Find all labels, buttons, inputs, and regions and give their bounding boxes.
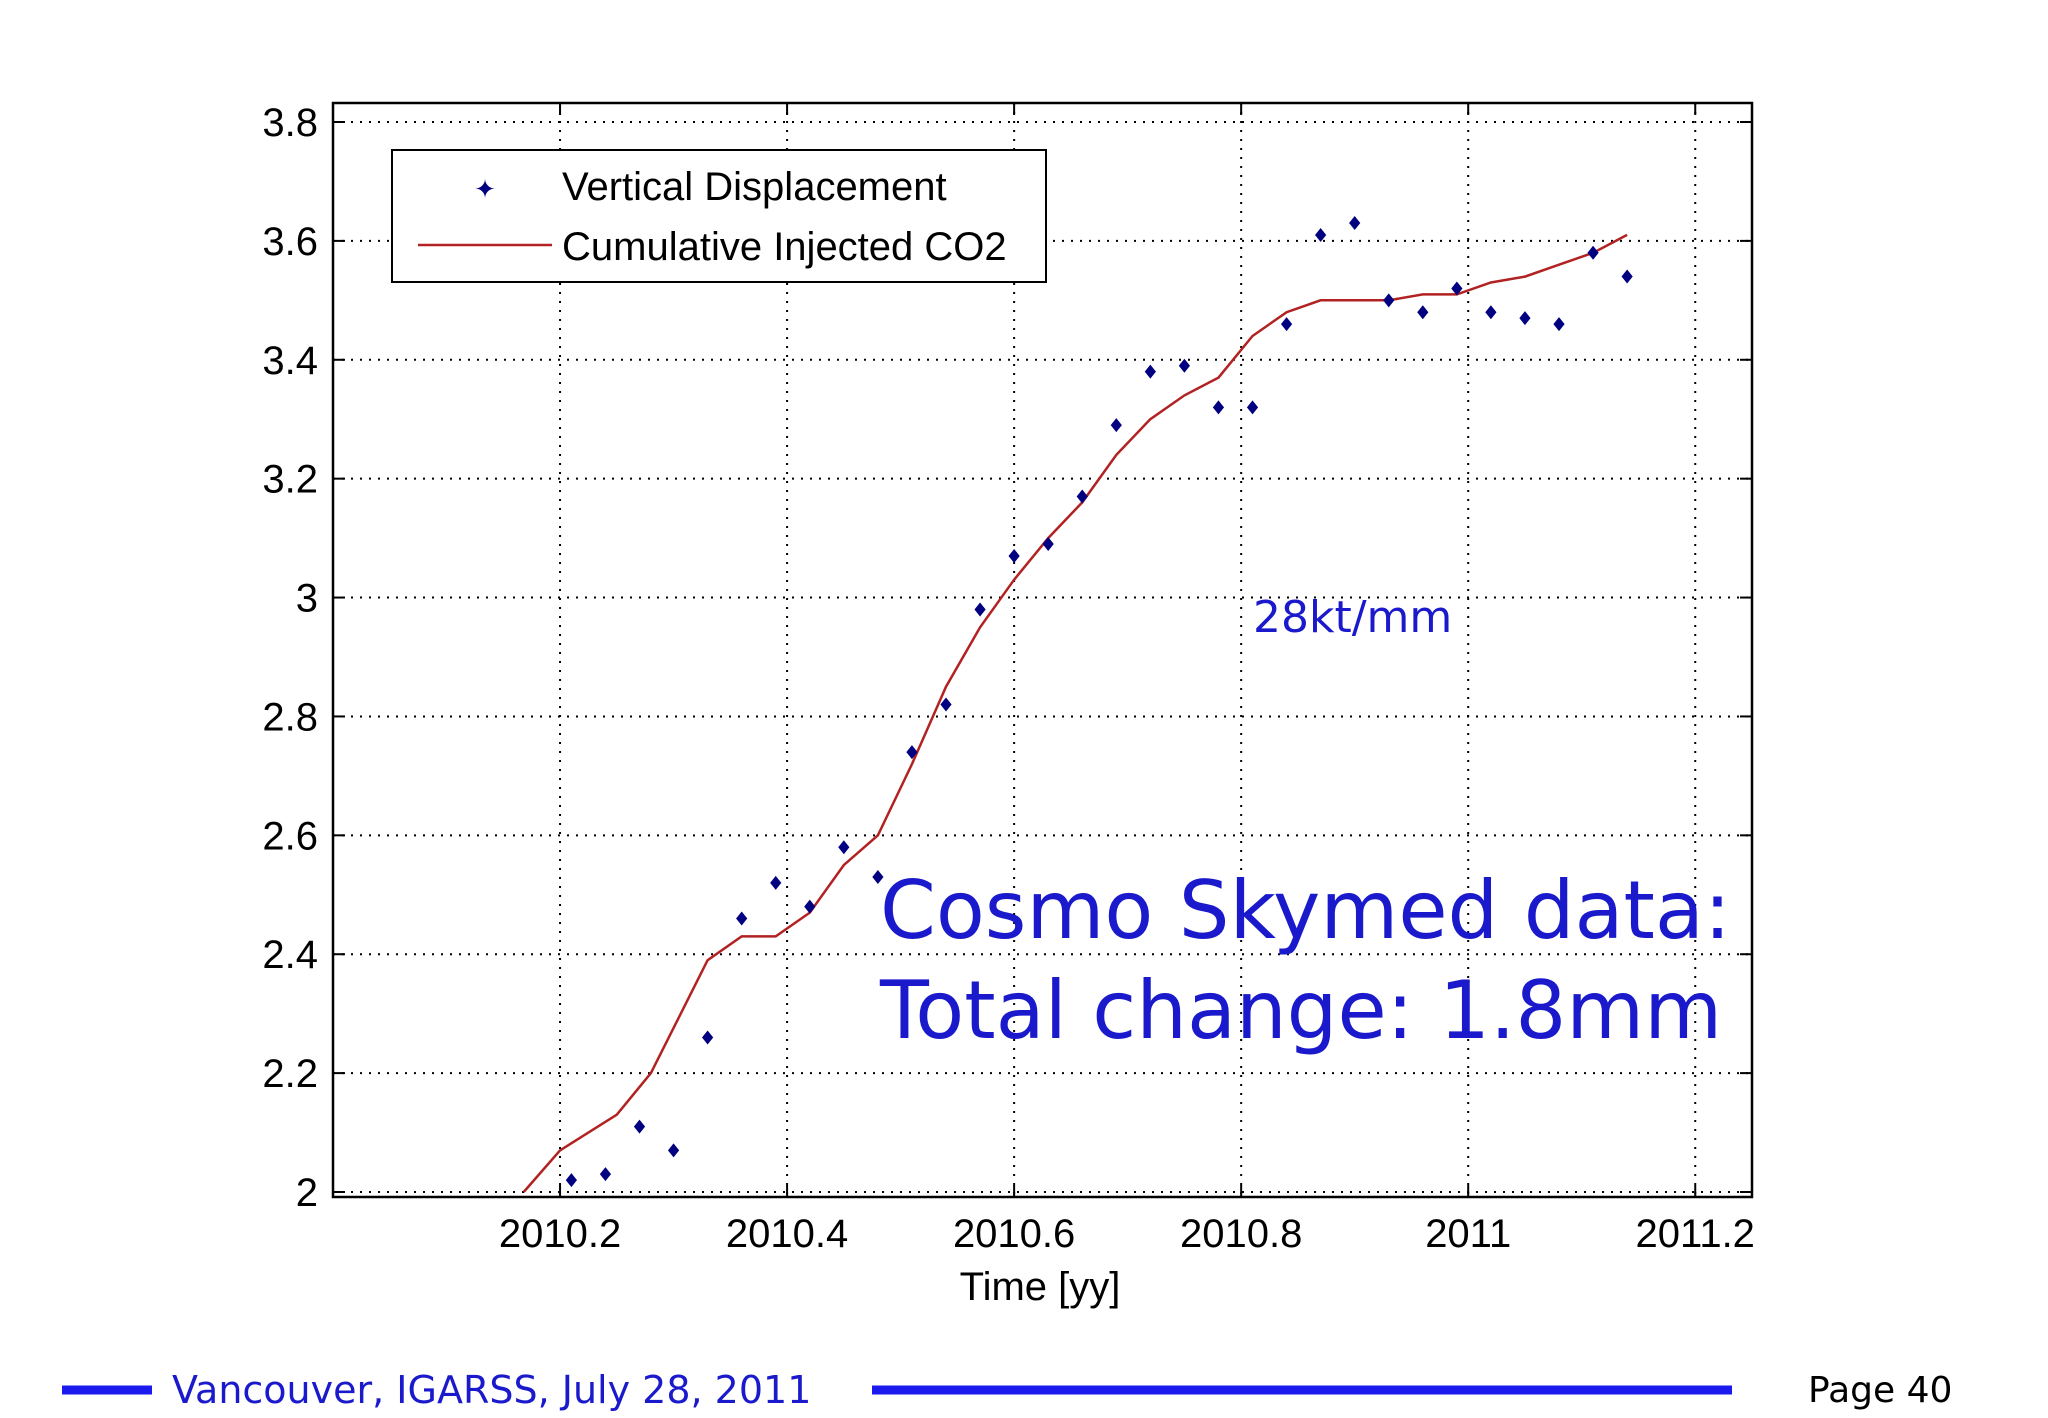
legend-marker-displacement: ✦	[474, 175, 496, 205]
x-tick-label: 2010.8	[1180, 1212, 1302, 1256]
x-tick-label: 2010.6	[953, 1212, 1075, 1256]
displacement-point	[633, 1119, 646, 1134]
legend-box	[391, 149, 1047, 283]
displacement-point	[702, 1030, 714, 1045]
displacement-point	[565, 1173, 577, 1188]
displacement-point	[1178, 358, 1190, 373]
displacement-point	[1587, 245, 1599, 260]
x-axis-label: Time [yy]	[960, 1265, 1121, 1309]
displacement-point	[770, 875, 782, 890]
footer-text: Vancouver, IGARSS, July 28, 2011	[172, 1368, 811, 1412]
y-tick-label: 3.8	[262, 101, 318, 145]
axis-ticks: 2010.2 2010.4 2010.6 2010.8 2011 2011.2 2 2.2 2.…	[262, 101, 1755, 1256]
co2-line	[522, 233, 1628, 1193]
displacement-point	[1212, 400, 1225, 415]
displacement-series	[565, 216, 1633, 1188]
displacement-point	[838, 840, 850, 855]
legend-label-co2: Cumulative Injected CO2	[562, 225, 1007, 269]
displacement-point	[1110, 418, 1122, 433]
legend-label-displacement: Vertical Displacement	[562, 165, 947, 209]
plot-area-frame	[331, 101, 1754, 1199]
displacement-point	[1451, 281, 1463, 296]
x-tick-label: 2011.2	[1636, 1212, 1755, 1256]
x-tick-label: 2010.4	[726, 1212, 848, 1256]
displacement-point	[974, 602, 986, 617]
y-tick-label: 2.2	[262, 1052, 318, 1096]
displacement-point	[804, 899, 816, 914]
y-tick-label: 3.4	[262, 339, 318, 383]
annotation-rate: 28kt/mm	[1253, 592, 1452, 643]
displacement-point	[1315, 227, 1327, 242]
displacement-point	[1280, 317, 1293, 332]
y-tick-label: 2.8	[262, 695, 318, 739]
displacement-point	[599, 1167, 612, 1182]
x-tick-label: 2010.2	[499, 1212, 621, 1256]
y-tick-label: 3	[296, 577, 318, 621]
co2-series	[522, 233, 1628, 1193]
displacement-point	[1383, 293, 1395, 308]
annotation-title: Cosmo Skymed data:	[880, 864, 1731, 957]
legend: ✦ Vertical Displacement Cumulative Injec…	[391, 149, 1047, 283]
displacement-point	[1008, 548, 1020, 563]
y-tick-label: 3.6	[262, 220, 318, 264]
x-tick-label: 2011	[1425, 1212, 1511, 1256]
y-tick-label: 2.4	[262, 933, 318, 977]
y-tick-label: 3.2	[262, 458, 318, 502]
displacement-point	[1553, 317, 1565, 332]
displacement-point	[736, 911, 748, 926]
displacement-point	[940, 697, 952, 712]
displacement-point	[1349, 216, 1361, 231]
displacement-point	[1621, 269, 1633, 284]
annotation-total-change: Total change: 1.8mm	[879, 964, 1722, 1057]
displacement-point	[1519, 311, 1531, 326]
displacement-point	[1485, 305, 1497, 320]
page-number: Page 40	[1808, 1370, 1952, 1411]
displacement-point	[1144, 364, 1156, 379]
displacement-point	[872, 869, 884, 884]
y-tick-label: 2	[296, 1171, 318, 1215]
displacement-point	[1417, 305, 1429, 320]
displacement-point	[1246, 400, 1259, 415]
displacement-point	[1076, 489, 1088, 504]
displacement-point	[667, 1143, 680, 1158]
y-tick-label: 2.6	[262, 814, 318, 858]
displacement-point	[906, 745, 918, 760]
displacement-point	[1042, 537, 1054, 552]
